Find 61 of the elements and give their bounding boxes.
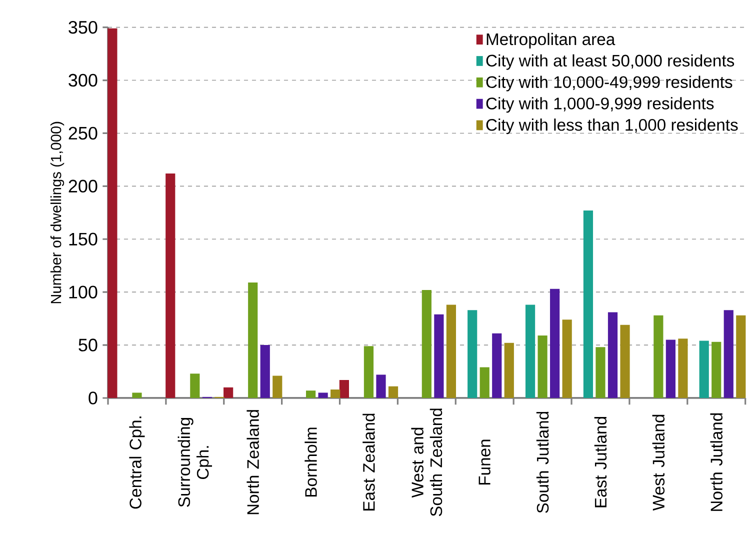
bar: [608, 312, 618, 398]
bar: [712, 342, 722, 398]
y-tick-label: 150: [69, 232, 98, 246]
x-tick-label: North Zealand: [246, 410, 259, 514]
y-tick-label: 250: [68, 126, 98, 140]
x-tick-label: East Jutland: [594, 417, 607, 508]
bar: [434, 314, 444, 398]
legend-label: City with 10,000-49,999 residents: [486, 76, 732, 92]
bar: [596, 347, 606, 398]
x-tick-label: West Jutland: [652, 414, 665, 511]
bar: [260, 345, 270, 398]
bar: [654, 315, 664, 398]
bar: [330, 390, 340, 398]
bar: [272, 376, 282, 398]
y-tick-label: 300: [68, 74, 98, 87]
bar: [468, 310, 478, 398]
bar: [388, 386, 398, 398]
x-tick-label: West and South Zealand: [411, 408, 442, 516]
y-axis-title: Number of dwellings (1,000): [50, 122, 64, 304]
x-tick-label: Funen: [478, 440, 490, 485]
bar: [724, 310, 734, 398]
legend-label: Metropolitan area: [486, 32, 616, 48]
bar: [318, 392, 328, 398]
bar: [364, 346, 374, 398]
bar: [678, 338, 688, 398]
x-tick-label: South Jutland: [536, 412, 549, 513]
bar: [480, 367, 490, 398]
x-tick-label: East Zealand: [362, 414, 375, 510]
bar: [525, 304, 536, 398]
y-tick-label: 350: [68, 20, 98, 34]
bar: [666, 340, 676, 398]
bar: [166, 173, 176, 398]
x-tick-label: Bornholm: [304, 428, 317, 497]
bar: [132, 392, 142, 398]
bar: [422, 290, 432, 398]
bar: [504, 342, 514, 398]
legend-label: City with 1,000-9,999 residents: [486, 97, 714, 113]
bar: [446, 304, 456, 398]
bar: [492, 333, 502, 398]
bar: [550, 288, 560, 398]
bar: [583, 210, 594, 398]
bar: [562, 320, 572, 398]
y-tick-label: 50: [78, 338, 98, 352]
x-tick-label: North Jutland: [710, 413, 722, 511]
bar: [248, 282, 258, 398]
y-tick-label: 200: [68, 180, 98, 193]
bar: [376, 374, 386, 398]
bar: [190, 374, 200, 398]
bar: [620, 324, 630, 398]
y-tick-label: 100: [69, 286, 98, 298]
legend-label: City with at least 50,000 residents: [486, 54, 734, 70]
legend-label: City with less than 1,000 residents: [486, 118, 738, 134]
bar: [538, 336, 548, 398]
bar: [699, 340, 709, 398]
bar: [306, 390, 316, 398]
y-tick-label: 0: [88, 392, 98, 404]
x-tick-label: Surrounding Cph.: [178, 418, 212, 507]
x-tick-label: Central Cph.: [129, 416, 145, 509]
bar: [224, 387, 234, 398]
bar: [736, 315, 746, 398]
bar: [339, 380, 349, 398]
